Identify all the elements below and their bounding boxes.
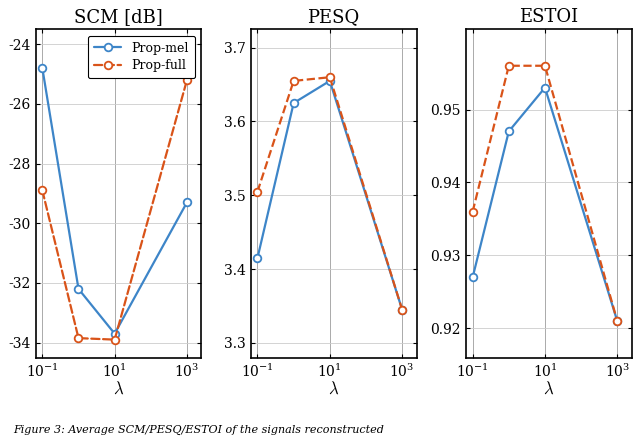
Title: PESQ: PESQ: [307, 8, 360, 26]
Text: Figure 3: Average SCM/PESQ/ESTOI of the signals reconstructed: Figure 3: Average SCM/PESQ/ESTOI of the …: [13, 425, 383, 435]
Prop-full: [38, 188, 46, 193]
Prop-mel: [38, 66, 46, 71]
Title: ESTOI: ESTOI: [519, 8, 579, 26]
Prop-full: [183, 77, 191, 83]
Prop-full: [75, 336, 83, 341]
Line: Prop-mel: Prop-mel: [38, 64, 191, 337]
Prop-full: [111, 337, 118, 342]
Title: SCM [dB]: SCM [dB]: [74, 8, 163, 26]
X-axis label: $\lambda$: $\lambda$: [328, 381, 339, 398]
Line: Prop-full: Prop-full: [38, 76, 191, 343]
Prop-mel: [183, 200, 191, 205]
Prop-mel: [111, 331, 118, 336]
X-axis label: $\lambda$: $\lambda$: [543, 381, 554, 398]
X-axis label: $\lambda$: $\lambda$: [113, 381, 124, 398]
Prop-mel: [75, 286, 83, 291]
Legend: Prop-mel, Prop-full: Prop-mel, Prop-full: [88, 35, 195, 78]
